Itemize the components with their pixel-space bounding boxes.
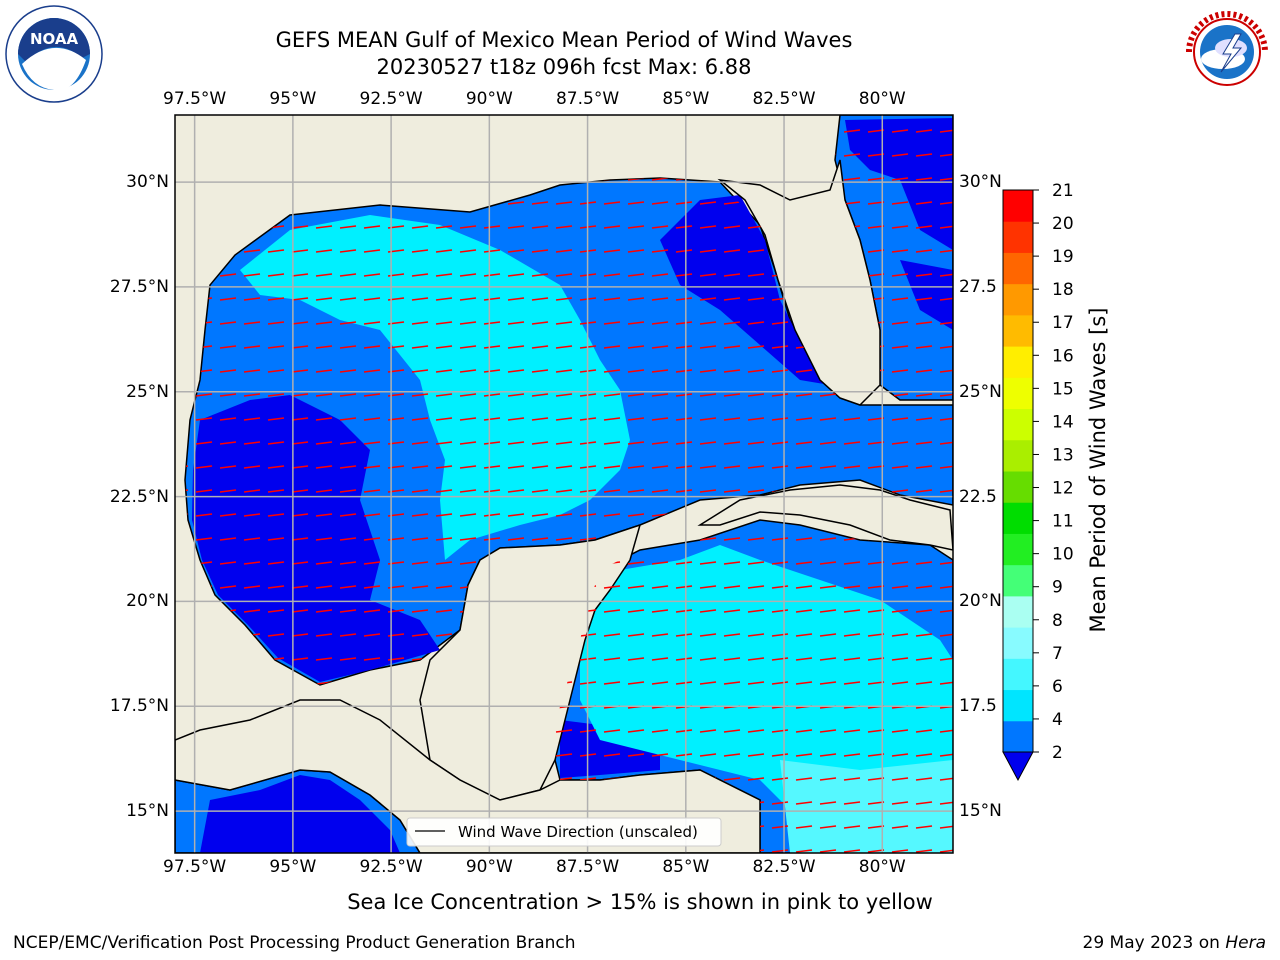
colorbar-tick-label: 11 (1052, 512, 1074, 532)
colorbar-tick-label: 13 (1052, 445, 1074, 465)
colorbar-tick-label: 17 (1052, 313, 1074, 333)
colorbar-tick-label: 21 (1052, 181, 1074, 201)
colorbar-tick-label: 18 (1052, 280, 1074, 300)
lon-label: 82.5°W (752, 857, 816, 877)
wind-wave-arrows (185, 115, 953, 853)
colorbar-tick-label: 4 (1052, 710, 1063, 730)
colorbar-swatch (1003, 346, 1033, 378)
colorbar-swatch (1003, 471, 1033, 503)
lat-label: 17.5°N (109, 696, 169, 717)
colorbar-tick-label: 7 (1052, 644, 1063, 664)
colorbar-swatch (1003, 408, 1033, 441)
lon-label: 80°W (858, 857, 906, 877)
lon-label: 95°W (269, 89, 317, 109)
legend-label: Wind Wave Direction (unscaled) (458, 823, 698, 841)
svg-text:NOAA: NOAA (30, 30, 79, 48)
lat-label: 22.5°N (109, 486, 169, 507)
cuba-land (697, 484, 953, 551)
noaa-logo-icon: NOAA (5, 5, 103, 103)
lon-label: 97.5°W (163, 857, 227, 877)
colorbar-swatch (1003, 502, 1033, 534)
lon-label: 80°W (858, 89, 906, 109)
lat-label: 27.5 (959, 276, 997, 297)
sea-ice-note: Sea Ice Concentration > 15% is shown in … (347, 890, 933, 914)
colorbar-swatch (1003, 252, 1033, 285)
lat-label: 30°N (959, 172, 1002, 193)
lon-label: 82.5°W (752, 89, 816, 109)
lon-label: 90°W (465, 89, 513, 109)
colorbar-swatch (1003, 314, 1033, 347)
map-gridlines (175, 115, 953, 853)
lat-label: 25°N (126, 381, 169, 402)
colorbar-tick-label: 9 (1052, 578, 1063, 598)
colorbar-tick-label: 20 (1052, 214, 1074, 234)
machine-name: Hera (1225, 933, 1266, 953)
lat-label: 20°N (126, 591, 169, 612)
colorbar-label: Mean Period of Wind Waves [s] (1086, 307, 1110, 633)
lon-label: 85°W (662, 857, 710, 877)
colorbar-tick-label: 15 (1052, 379, 1074, 399)
date-stamp: 29 May 2023 on Hera (1083, 933, 1267, 953)
colorbar-under-triangle (1002, 751, 1034, 782)
colorbar-swatch (1003, 595, 1033, 628)
colorbar-swatch (1003, 377, 1033, 410)
colorbar-frame (1002, 189, 1034, 753)
lon-label: 92.5°W (359, 857, 423, 877)
credit-text: NCEP/EMC/Verification Post Processing Pr… (13, 933, 576, 953)
colorbar-swatch (1003, 190, 1033, 222)
lat-label: 20°N (959, 591, 1002, 612)
colorbar-swatch (1003, 689, 1033, 722)
lon-label: 87.5°W (555, 89, 620, 109)
lon-label: 97.5°W (163, 89, 227, 109)
lat-label: 27.5°N (109, 276, 169, 297)
colorbar-tick-label: 12 (1052, 479, 1074, 499)
lat-label: 15°N (126, 801, 169, 822)
colorbar-tick-label: 2 (1052, 743, 1063, 763)
colorbar-swatch (1003, 720, 1033, 753)
colorbar-tick-label: 10 (1052, 545, 1074, 565)
colorbar-swatch (1003, 564, 1033, 597)
nws-logo-icon (1181, 6, 1273, 98)
colorbar: 2 4 6 7 8 9 10 11 12 13 14 15 16 17 18 19 20 21 (1002, 181, 1074, 782)
lat-label: 25°N (959, 381, 1002, 402)
date-text: 29 May 2023 on (1082, 933, 1226, 953)
lat-label: 17.5 (959, 696, 997, 717)
colorbar-tick-label: 6 (1052, 677, 1063, 697)
lon-label: 87.5°W (555, 857, 620, 877)
lon-label: 90°W (465, 857, 513, 877)
colorbar-swatch (1003, 658, 1033, 691)
map-subtitle: 20230527 t18z 096h fcst Max: 6.88 (376, 55, 752, 79)
short-period-zone-pacific (200, 775, 400, 853)
colorbar-tick-label: 19 (1052, 247, 1074, 267)
map-title: GEFS MEAN Gulf of Mexico Mean Period of … (275, 28, 853, 52)
colorbar-swatch (1003, 533, 1033, 566)
colorbar-tick-label: 16 (1052, 346, 1074, 366)
colorbar-swatch (1003, 439, 1033, 472)
lon-label: 95°W (269, 857, 317, 877)
lat-label: 15°N (959, 801, 1002, 822)
colorbar-swatch (1003, 627, 1033, 659)
map-frame (174, 114, 954, 854)
lat-label: 22.5 (959, 486, 997, 507)
colorbar-tick-label: 14 (1052, 412, 1074, 432)
lon-label: 92.5°W (359, 89, 423, 109)
lat-label: 30°N (126, 172, 169, 193)
lon-label: 85°W (662, 89, 710, 109)
colorbar-swatch (1003, 283, 1033, 316)
colorbar-tick-label: 8 (1052, 611, 1063, 631)
map-legend: Wind Wave Direction (unscaled) (406, 817, 722, 847)
colorbar-swatch (1003, 221, 1033, 253)
